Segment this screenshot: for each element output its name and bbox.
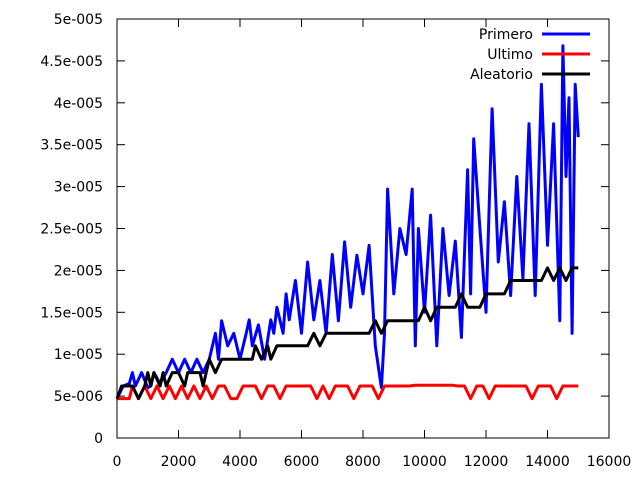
x-tick-label: 6000	[284, 454, 320, 470]
y-tick-label: 2e-005	[54, 263, 103, 279]
y-tick-label: 5e-005	[54, 12, 103, 28]
y-tick-label: 3.5e-005	[40, 138, 103, 154]
x-tick-label: 0	[113, 454, 122, 470]
x-tick-label: 2000	[161, 454, 197, 470]
x-tick-label: 10000	[402, 454, 447, 470]
y-tick-label: 1.5e-005	[40, 305, 103, 321]
series-line-ultimo	[117, 383, 579, 401]
series-line-aleatorio	[115, 266, 579, 401]
x-axis: 0 2000 4000 6000 8000 10000 12000 14000 16000	[113, 19, 632, 470]
legend-label: Aleatorio	[470, 67, 533, 83]
series-line-primero	[115, 44, 580, 400]
x-tick-label: 8000	[345, 454, 381, 470]
y-tick-label: 3e-005	[54, 180, 103, 196]
y-tick-label: 4.5e-005	[40, 54, 103, 70]
x-tick-label: 16000	[587, 454, 632, 470]
legend-label: Ultimo	[487, 47, 533, 63]
y-tick-label: 1e-005	[54, 347, 103, 363]
y-tick-label: 0	[94, 431, 103, 447]
y-tick-label: 2.5e-005	[40, 222, 103, 238]
y-tick-label: 4e-005	[54, 96, 103, 112]
legend: Primero Ultimo Aleatorio	[470, 27, 590, 83]
y-axis: 0 5e-006 1e-005 1.5e-005 2e-005 2.5e-005 3e-00…	[40, 12, 609, 447]
legend-label: Primero	[479, 27, 533, 43]
y-tick-label: 5e-006	[54, 389, 103, 405]
x-tick-label: 4000	[222, 454, 258, 470]
x-tick-label: 12000	[464, 454, 509, 470]
series-layer	[115, 44, 580, 401]
x-tick-label: 14000	[525, 454, 570, 470]
